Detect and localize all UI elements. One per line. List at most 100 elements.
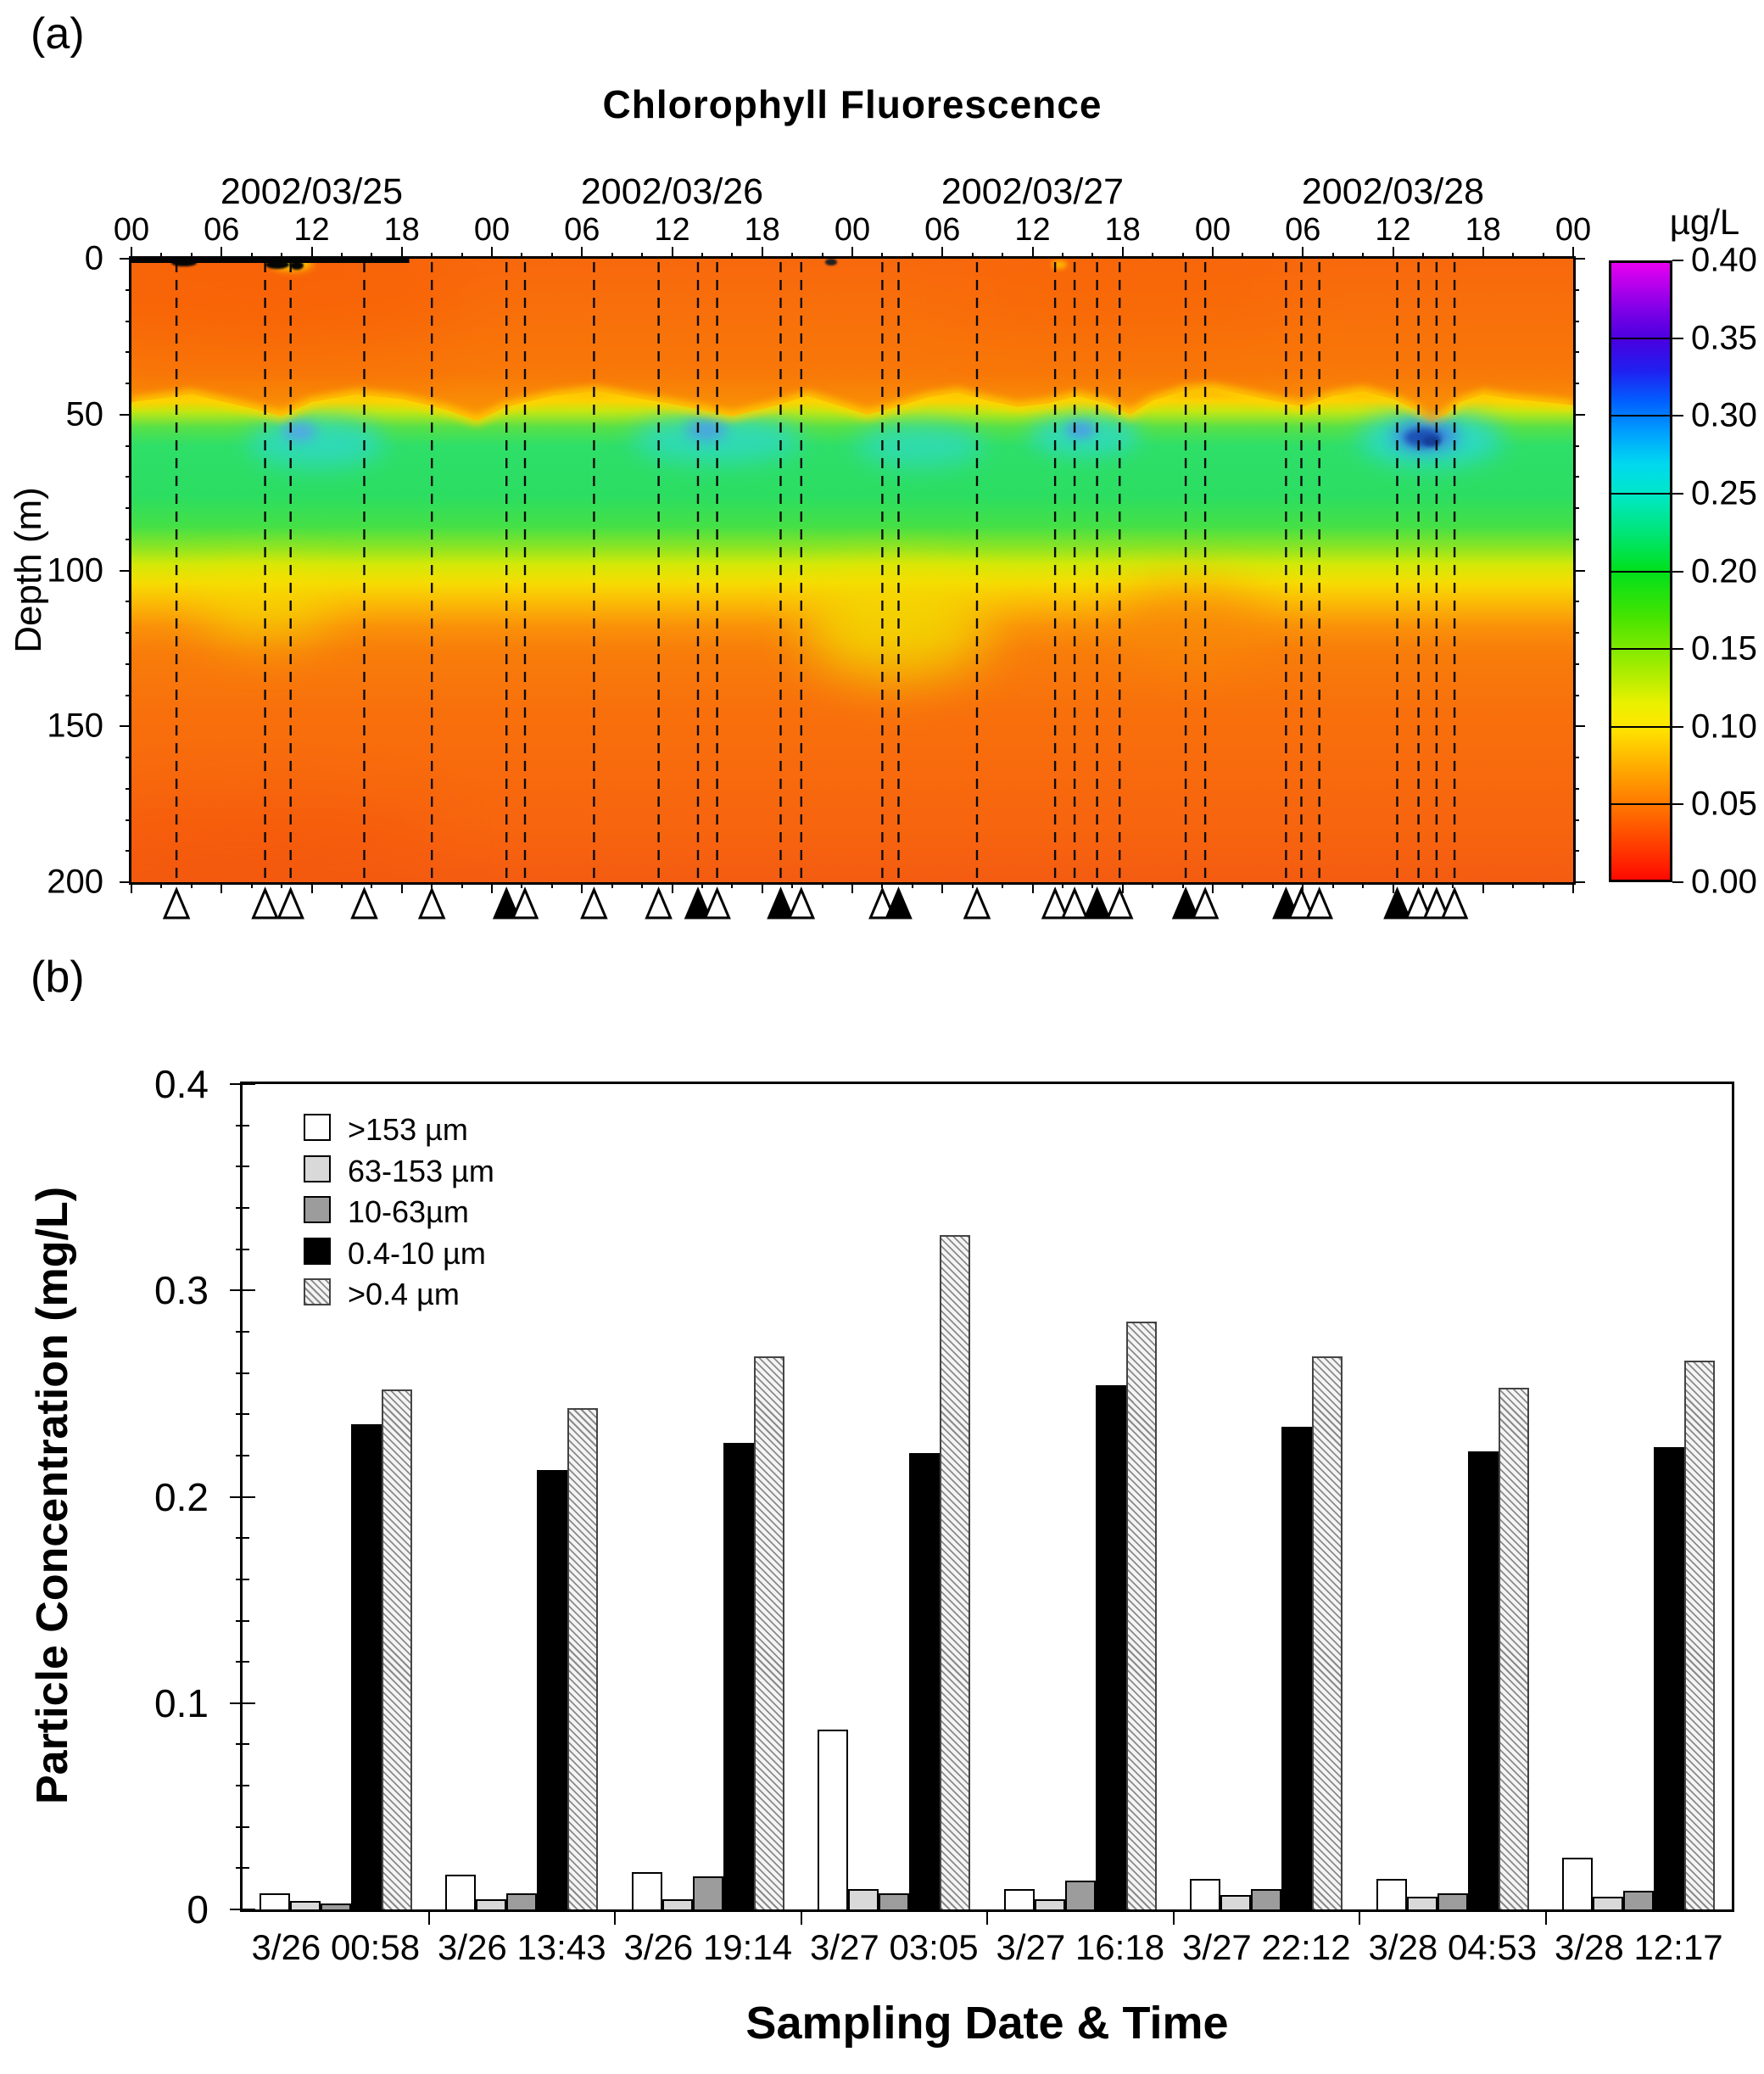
time-minor-tick-top	[611, 253, 613, 259]
time-major-tick-bottom	[1572, 882, 1574, 893]
time-minor-tick-top	[791, 253, 794, 259]
colorbar-tick-label: 0.40	[1691, 241, 1757, 279]
pb-minor-tick	[236, 1372, 249, 1374]
time-major-tick-top	[1572, 247, 1574, 259]
time-minor-tick-top	[190, 253, 193, 259]
time-major-tick-bottom	[761, 882, 763, 893]
particle-sample-triangle-filled	[1383, 886, 1411, 920]
time-major-tick-bottom	[220, 882, 223, 893]
depth-minor-tick-right	[1573, 819, 1579, 821]
time-major-tick-top	[941, 247, 944, 259]
panel-a-label: (a)	[31, 9, 85, 59]
time-minor-tick-top	[1242, 253, 1244, 259]
time-tick-label: 12	[654, 212, 690, 248]
pb-minor-tick	[236, 1248, 249, 1250]
bar-lightgray	[476, 1898, 507, 1909]
time-minor-tick-top	[371, 253, 373, 259]
cast-triangle-open	[1105, 886, 1134, 920]
x-category-label: 3/27 22:12	[1182, 1927, 1351, 1967]
bar-white	[1376, 1878, 1407, 1909]
legend-label: >153 µm	[348, 1112, 468, 1147]
depth-tick-label: 200	[47, 863, 103, 901]
cast-triangle-open	[350, 886, 378, 920]
depth-minor-tick-left	[126, 288, 131, 291]
time-minor-tick-bottom	[821, 882, 823, 888]
legend-label: 10-63µm	[348, 1194, 469, 1230]
pb-minor-tick	[236, 1207, 249, 1209]
time-minor-tick-top	[1002, 253, 1004, 259]
time-minor-tick-top	[1091, 253, 1094, 259]
pb-ytick-label: 0.2	[154, 1474, 209, 1519]
depth-minor-tick-right	[1573, 476, 1579, 478]
cast-triangle-open	[1305, 886, 1333, 920]
depth-minor-tick-left	[126, 662, 131, 665]
bar-black	[537, 1469, 568, 1909]
colorbar-internal-tick	[1609, 570, 1672, 573]
time-major-tick-top	[851, 247, 853, 259]
pb-minor-tick	[236, 1537, 249, 1540]
time-minor-tick-top	[1542, 253, 1544, 259]
time-minor-tick-top	[521, 253, 523, 259]
time-minor-tick-top	[250, 253, 253, 259]
bar-gray	[1064, 1880, 1096, 1909]
cast-triangle-open	[645, 886, 673, 920]
time-major-tick-top	[1482, 247, 1484, 259]
surface-low-chlorophyll-layer	[131, 259, 1573, 422]
bar-chart-plot-area	[240, 1082, 1734, 1912]
time-tick-label: 12	[293, 212, 330, 248]
bar-black	[723, 1443, 754, 1909]
time-major-tick-bottom	[1031, 882, 1034, 893]
depth-minor-tick-right	[1573, 850, 1579, 853]
time-minor-tick-top	[281, 253, 283, 259]
depth-minor-tick-right	[1573, 757, 1579, 758]
legend-swatch-hatch	[304, 1278, 331, 1306]
depth-minor-tick-left	[126, 383, 131, 384]
depth-minor-tick-right	[1573, 507, 1579, 509]
pb-ytick-label: 0.3	[154, 1268, 209, 1313]
bar-gray	[506, 1892, 538, 1909]
panel-b-label: (b)	[31, 953, 85, 1002]
time-major-tick-bottom	[671, 882, 673, 893]
panel-a-title: Chlorophyll Fluorescence	[602, 82, 1102, 126]
depth-tick-label: 50	[65, 395, 104, 433]
time-minor-tick-top	[160, 253, 163, 259]
cast-triangle-open	[1404, 886, 1432, 920]
cast-triangle-open	[1060, 886, 1089, 920]
time-minor-tick-top	[1061, 253, 1063, 259]
time-tick-label: 18	[383, 212, 420, 248]
colorbar-tick	[1672, 648, 1683, 651]
particle-sample-triangle-filled	[767, 886, 795, 920]
group-separator-tick	[1544, 1909, 1547, 1925]
chlorophyll-band-upper-boundary	[131, 383, 1573, 428]
bar-white	[445, 1874, 477, 1909]
colorbar-tick	[1672, 570, 1683, 573]
bar-hatch	[1125, 1321, 1157, 1909]
legend-item: 63-153 µm	[304, 1154, 660, 1188]
time-minor-tick-top	[1362, 253, 1365, 259]
time-minor-tick-bottom	[1152, 882, 1154, 888]
particle-sample-triangle-filled	[1083, 886, 1111, 920]
colorbar-tick-label: 0.20	[1691, 552, 1757, 590]
time-minor-tick-top	[550, 253, 553, 259]
legend-swatch-gray	[304, 1196, 331, 1224]
time-tick-label: 12	[1014, 212, 1051, 248]
cast-triangle-open	[963, 886, 991, 920]
time-minor-tick-top	[1512, 253, 1515, 259]
time-tick-label: 06	[204, 212, 240, 248]
time-minor-tick-top	[1271, 253, 1274, 259]
time-minor-tick-top	[340, 253, 343, 259]
colorbar-tick	[1672, 415, 1683, 417]
deep-yellow-patch	[131, 800, 445, 882]
bar-gray	[320, 1903, 351, 1909]
bar-hatch	[940, 1234, 971, 1909]
pb-minor-tick	[236, 1785, 249, 1787]
depth-minor-tick-left	[126, 601, 131, 603]
depth-minor-tick-right	[1573, 538, 1579, 540]
pb-minor-tick	[236, 1124, 249, 1126]
time-tick-label: 18	[1104, 212, 1141, 248]
time-major-tick-top	[1302, 247, 1304, 259]
group-separator-tick	[986, 1909, 988, 1925]
chlorophyll-heatmap	[129, 256, 1576, 885]
depth-major-tick-right	[1573, 413, 1585, 416]
time-minor-tick-bottom	[791, 882, 794, 888]
